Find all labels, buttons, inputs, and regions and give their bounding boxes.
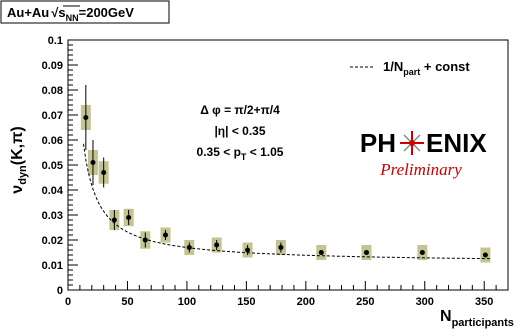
x-tick-label: 200 [297, 296, 315, 308]
data-point [419, 250, 425, 255]
x-axis-ticks: 0 50 100 150 200 250 300 350 [65, 281, 509, 308]
cut-line-1: Δ φ = π/2+π/4 [200, 103, 280, 117]
data-point [245, 247, 251, 253]
cut-line-3: 0.35 < pT < 1.05 [197, 145, 284, 162]
data-point [83, 115, 89, 120]
x-tick-label: 250 [356, 296, 374, 308]
data-point [163, 232, 169, 238]
data-point [278, 245, 284, 250]
y-tick-label: 0.04 [42, 185, 64, 197]
data-point [90, 160, 96, 165]
data-point [363, 250, 369, 255]
system-label-suffix: =200GeV [79, 5, 135, 20]
svg-text:1/Npart + const: 1/Npart + const [383, 59, 470, 77]
system-label-sub: NN [66, 13, 79, 23]
data-point [318, 250, 324, 255]
fit-curve [83, 143, 491, 260]
data-point [111, 217, 117, 223]
data-point [142, 237, 148, 243]
y-tick-label: 0.1 [48, 35, 63, 47]
x-tick-label: 150 [237, 296, 255, 308]
logo-right: ENIX [426, 128, 487, 158]
y-tick-label: 0.08 [42, 85, 63, 97]
data-point [482, 252, 488, 258]
y-tick-label: 0.02 [42, 235, 63, 247]
data-point [126, 215, 132, 220]
y-tick-label: 0 [57, 285, 63, 297]
legend-label-sub: part [403, 67, 420, 77]
svg-text:Au+Au√sNN=200GeV: Au+Au √sNN=200GeV [7, 5, 134, 23]
y-tick-label: 0.06 [42, 135, 63, 147]
system-label: Au+Au √sNN=200GeV [0, 0, 170, 24]
y-axis-title: νdyn(K,π) [9, 126, 29, 193]
x-tick-label: 350 [475, 296, 493, 308]
legend: 1/Npart + const [350, 59, 470, 77]
data-point [101, 170, 107, 175]
y-tick-label: 0.05 [42, 160, 63, 172]
sqrt-sign: √ [51, 5, 59, 20]
legend-label-a: 1/N [383, 59, 403, 74]
cuts-annotation: Δ φ = π/2+π/4 |η| < 0.35 0.35 < pT < 1.0… [197, 103, 284, 162]
x-tick-label: 50 [121, 296, 133, 308]
x-tick-label: 100 [178, 296, 196, 308]
logo-subtitle: Preliminary [379, 160, 462, 179]
y-tick-label: 0.09 [42, 60, 63, 72]
cut-line-2: |η| < 0.35 [214, 124, 265, 138]
x-axis-title: Nparticipants [440, 308, 514, 329]
phenix-logo: PH ENIX Preliminary [360, 128, 487, 179]
data-points [83, 115, 488, 258]
y-axis-ticks: 0 0.01 0.02 0.03 0.04 0.05 0.06 0.07 0.08 0.09 0.1 [42, 35, 78, 297]
y-tick-label: 0.03 [42, 210, 63, 222]
x-tick-label: 0 [65, 296, 71, 308]
legend-label-b: + const [420, 59, 470, 74]
data-point [214, 242, 220, 248]
y-tick-label: 0.01 [42, 260, 63, 272]
y-tick-label: 0.07 [42, 110, 63, 122]
system-label-prefix: Au+Au [7, 5, 49, 20]
phenix-bird-icon [400, 131, 424, 155]
system-label-s: s [58, 5, 65, 20]
logo-left: PH [360, 128, 396, 158]
data-point [186, 245, 192, 250]
x-tick-label: 300 [416, 296, 434, 308]
